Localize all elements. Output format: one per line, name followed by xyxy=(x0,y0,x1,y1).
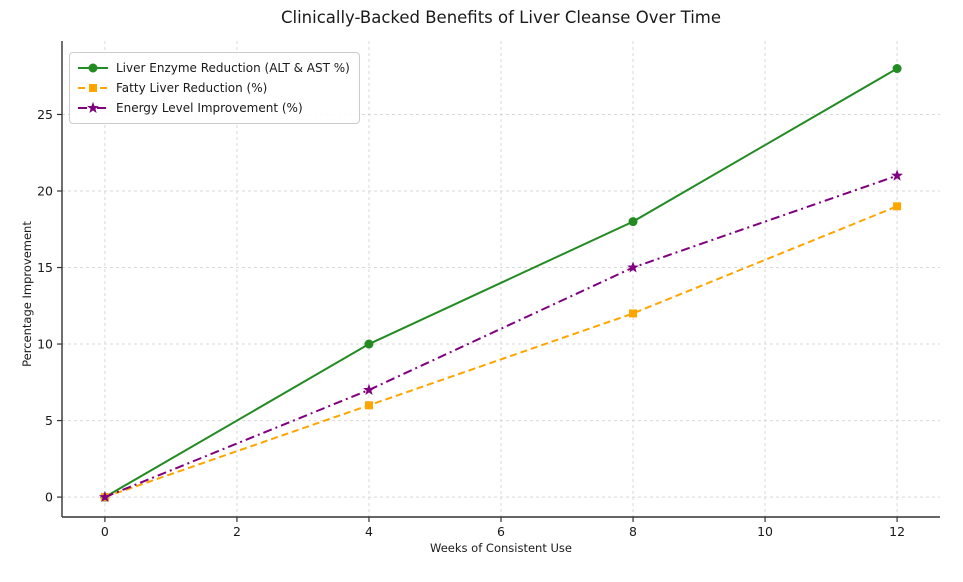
legend-sample-star xyxy=(78,101,108,114)
data-point-star xyxy=(363,383,375,395)
data-point-square xyxy=(89,84,97,92)
legend-sample-square xyxy=(78,84,108,92)
data-point-star xyxy=(891,169,903,181)
data-point-circle xyxy=(364,339,374,349)
legend: Liver Enzyme Reduction (ALT & AST %) Fatt… xyxy=(69,52,360,124)
data-point-circle xyxy=(892,64,902,74)
series-line xyxy=(104,205,898,499)
legend-item: Energy Level Improvement (%) xyxy=(77,98,350,118)
gridlines xyxy=(62,41,940,517)
legend-label: Liver Enzyme Reduction (ALT & AST %) xyxy=(116,61,350,75)
x-tick-label: 8 xyxy=(629,524,637,539)
x-tick-label: 12 xyxy=(889,524,905,539)
y-tick-label: 10 xyxy=(37,337,53,352)
data-point-circle xyxy=(88,63,98,73)
x-tick-label: 6 xyxy=(497,524,505,539)
x-tick-label: 4 xyxy=(365,524,373,539)
chart-title: Clinically-Backed Benefits of Liver Clea… xyxy=(280,8,722,27)
y-tick-label: 15 xyxy=(37,260,53,275)
y-tick-label: 20 xyxy=(37,183,53,198)
data-point-circle xyxy=(628,217,638,227)
data-point-square xyxy=(629,309,638,318)
legend-sample-circle xyxy=(78,63,108,73)
data-point-square xyxy=(364,401,373,410)
x-tick-label: 10 xyxy=(757,524,773,539)
x-axis-label: Weeks of Consistent Use xyxy=(430,541,572,555)
data-point-square xyxy=(893,202,902,211)
series-line xyxy=(104,67,898,498)
data-point-star xyxy=(87,101,99,114)
y-tick-label: 0 xyxy=(45,490,53,505)
y-tick-label: 25 xyxy=(37,107,53,122)
series-circle xyxy=(100,64,902,502)
axes: 0 2 4 6 8 10 12 0 5 10 15 20 25 xyxy=(37,41,940,539)
series-star xyxy=(99,169,903,503)
y-tick-label: 5 xyxy=(45,413,53,428)
x-tick-label: 0 xyxy=(101,524,109,539)
x-tick-label: 2 xyxy=(233,524,241,539)
legend-label: Fatty Liver Reduction (%) xyxy=(116,81,268,95)
data-point-star xyxy=(627,261,639,273)
legend-item: Liver Enzyme Reduction (ALT & AST %) xyxy=(77,58,350,78)
legend-item: Fatty Liver Reduction (%) xyxy=(77,78,350,98)
legend-label: Energy Level Improvement (%) xyxy=(116,101,303,115)
data-point-star xyxy=(99,490,111,503)
